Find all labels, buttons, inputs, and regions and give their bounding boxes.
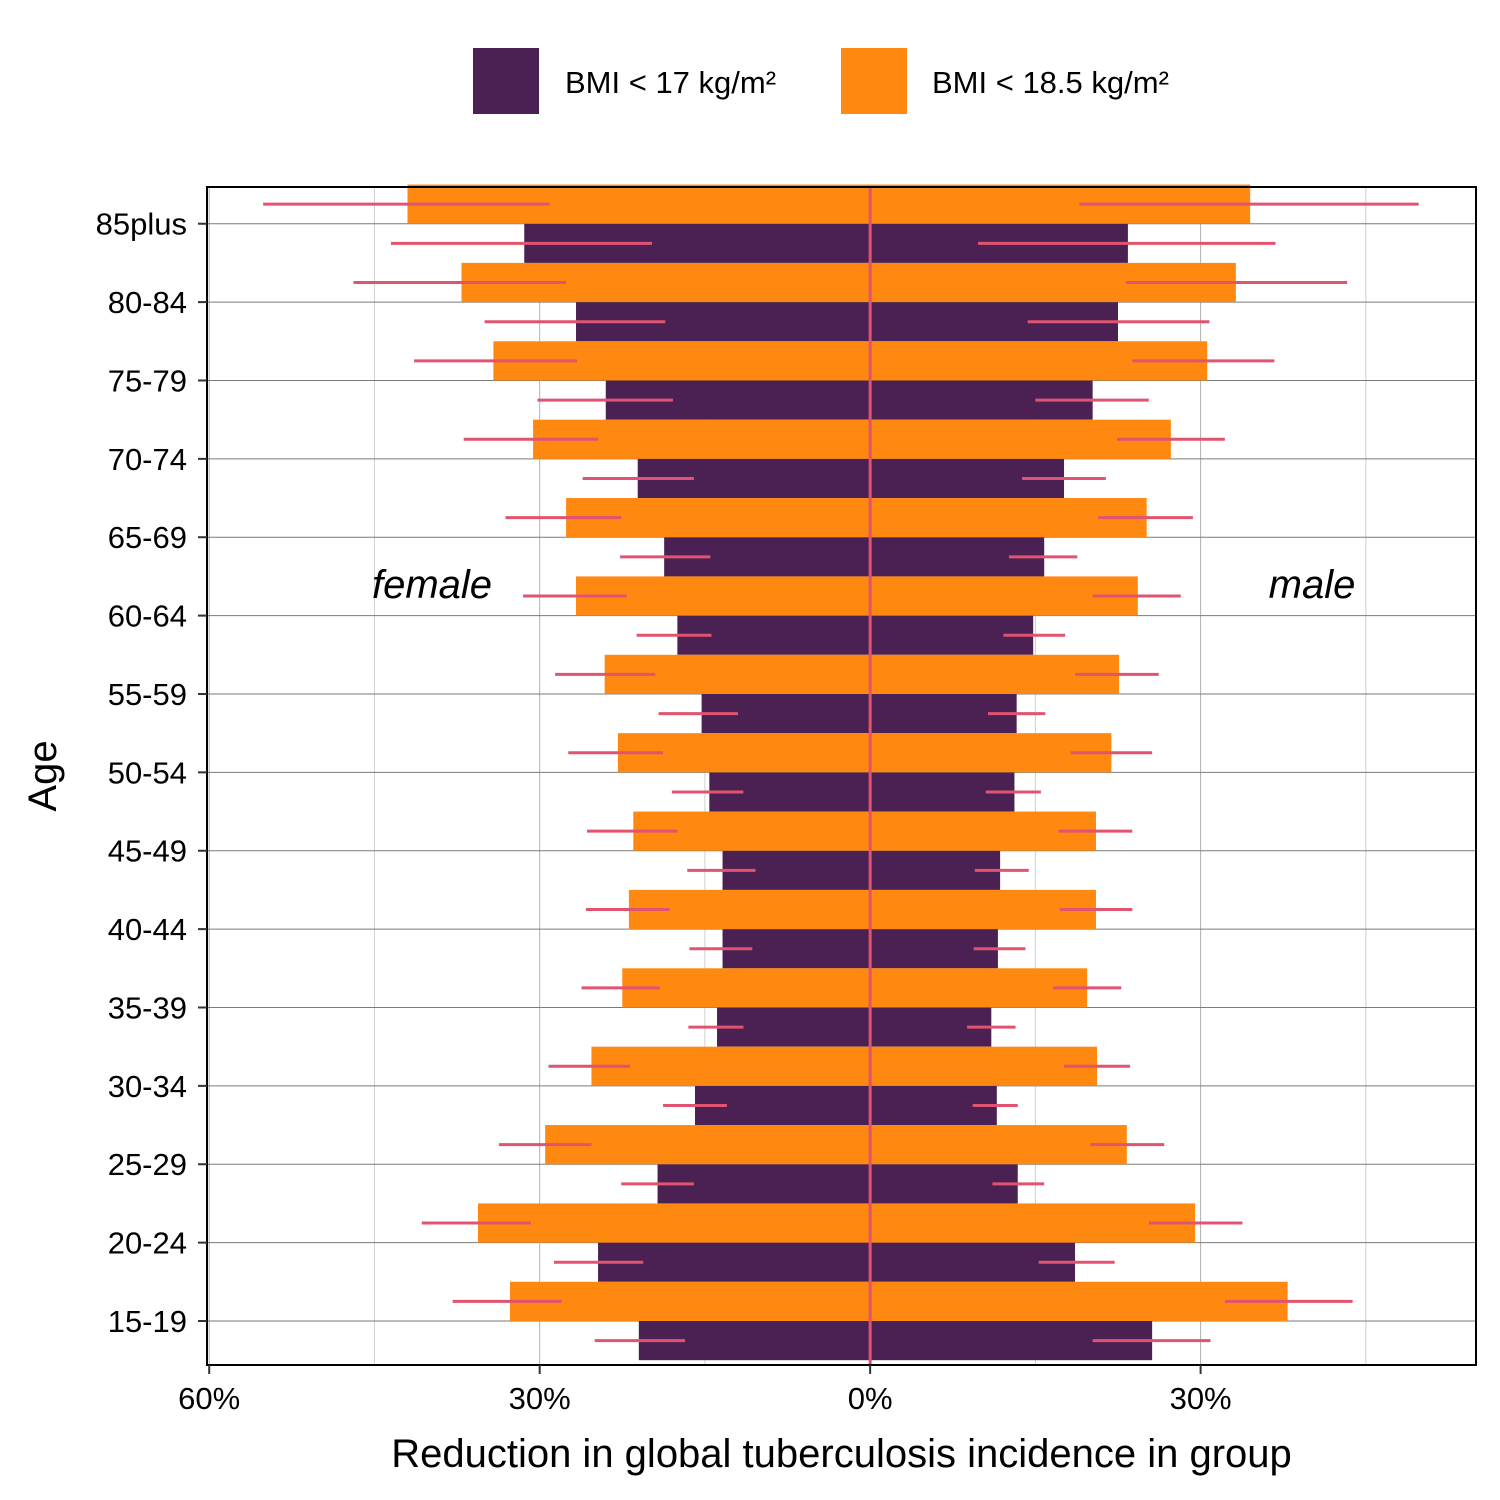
x-tick-label: 30% bbox=[1170, 1381, 1232, 1416]
y-tick-label: 55-59 bbox=[108, 677, 187, 712]
panel-border bbox=[206, 186, 1477, 1366]
y-tick-label: 50-54 bbox=[108, 755, 187, 790]
y-tick-label: 65-69 bbox=[108, 520, 187, 555]
bar-bmi18-5-female bbox=[509, 1281, 871, 1321]
y-tick-label: 75-79 bbox=[108, 363, 187, 398]
bar-bmi17-female bbox=[598, 1242, 871, 1282]
legend-swatch-bmi17 bbox=[473, 48, 539, 114]
bar-bmi18-5-male bbox=[870, 1281, 1288, 1321]
bar-bmi18-5-male bbox=[870, 1203, 1196, 1243]
bar-bmi18-5-male bbox=[870, 889, 1096, 930]
side-label-female: female bbox=[372, 563, 492, 607]
axes: 15-19 20-24 25-29 30-34 35-39 40-44 45-49 50-54… bbox=[21, 186, 1477, 1476]
bar-bmi18-5-female bbox=[591, 1046, 871, 1086]
bar-bmi18-5-female bbox=[545, 1125, 871, 1165]
legend: BMI < 17 kg/m² BMI < 18.5 kg/m² bbox=[473, 48, 1169, 114]
x-tick-label: 30% bbox=[509, 1381, 571, 1416]
x-axis-title: Reduction in global tuberculosis inciden… bbox=[391, 1432, 1292, 1476]
y-tick-label: 45-49 bbox=[108, 834, 187, 869]
legend-label-bmi18-5: BMI < 18.5 kg/m² bbox=[932, 65, 1169, 100]
legend-swatch-bmi18-5 bbox=[841, 48, 907, 114]
y-axis-title: Age bbox=[21, 740, 65, 811]
bar-bmi18-5-male bbox=[870, 811, 1096, 851]
side-label-male: male bbox=[1269, 563, 1356, 607]
y-tick-label: 70-74 bbox=[108, 442, 187, 477]
y-tick-label: 85plus bbox=[96, 207, 187, 242]
y-tick-label: 80-84 bbox=[108, 285, 187, 320]
plot-panel: female male bbox=[207, 184, 1476, 1365]
bar-bmi18-5-male bbox=[870, 1125, 1127, 1165]
y-tick-label: 30-34 bbox=[108, 1069, 187, 1104]
bar-bmi18-5-male bbox=[870, 968, 1088, 1008]
y-tick-label: 20-24 bbox=[108, 1226, 187, 1261]
y-tick-label: 35-39 bbox=[108, 990, 187, 1025]
y-tick-label: 60-64 bbox=[108, 599, 187, 634]
y-tick-label: 25-29 bbox=[108, 1147, 187, 1182]
legend-label-bmi17: BMI < 17 kg/m² bbox=[565, 65, 776, 100]
bar-bmi18-5-female bbox=[477, 1203, 871, 1243]
y-tick-label: 40-44 bbox=[108, 912, 187, 947]
bar-bmi18-5-female bbox=[622, 968, 871, 1008]
x-tick-label: 60% bbox=[178, 1381, 240, 1416]
x-tick-label: 0% bbox=[848, 1381, 893, 1416]
y-tick-label: 15-19 bbox=[108, 1304, 187, 1339]
bar-bmi18-5-male bbox=[870, 1046, 1098, 1086]
